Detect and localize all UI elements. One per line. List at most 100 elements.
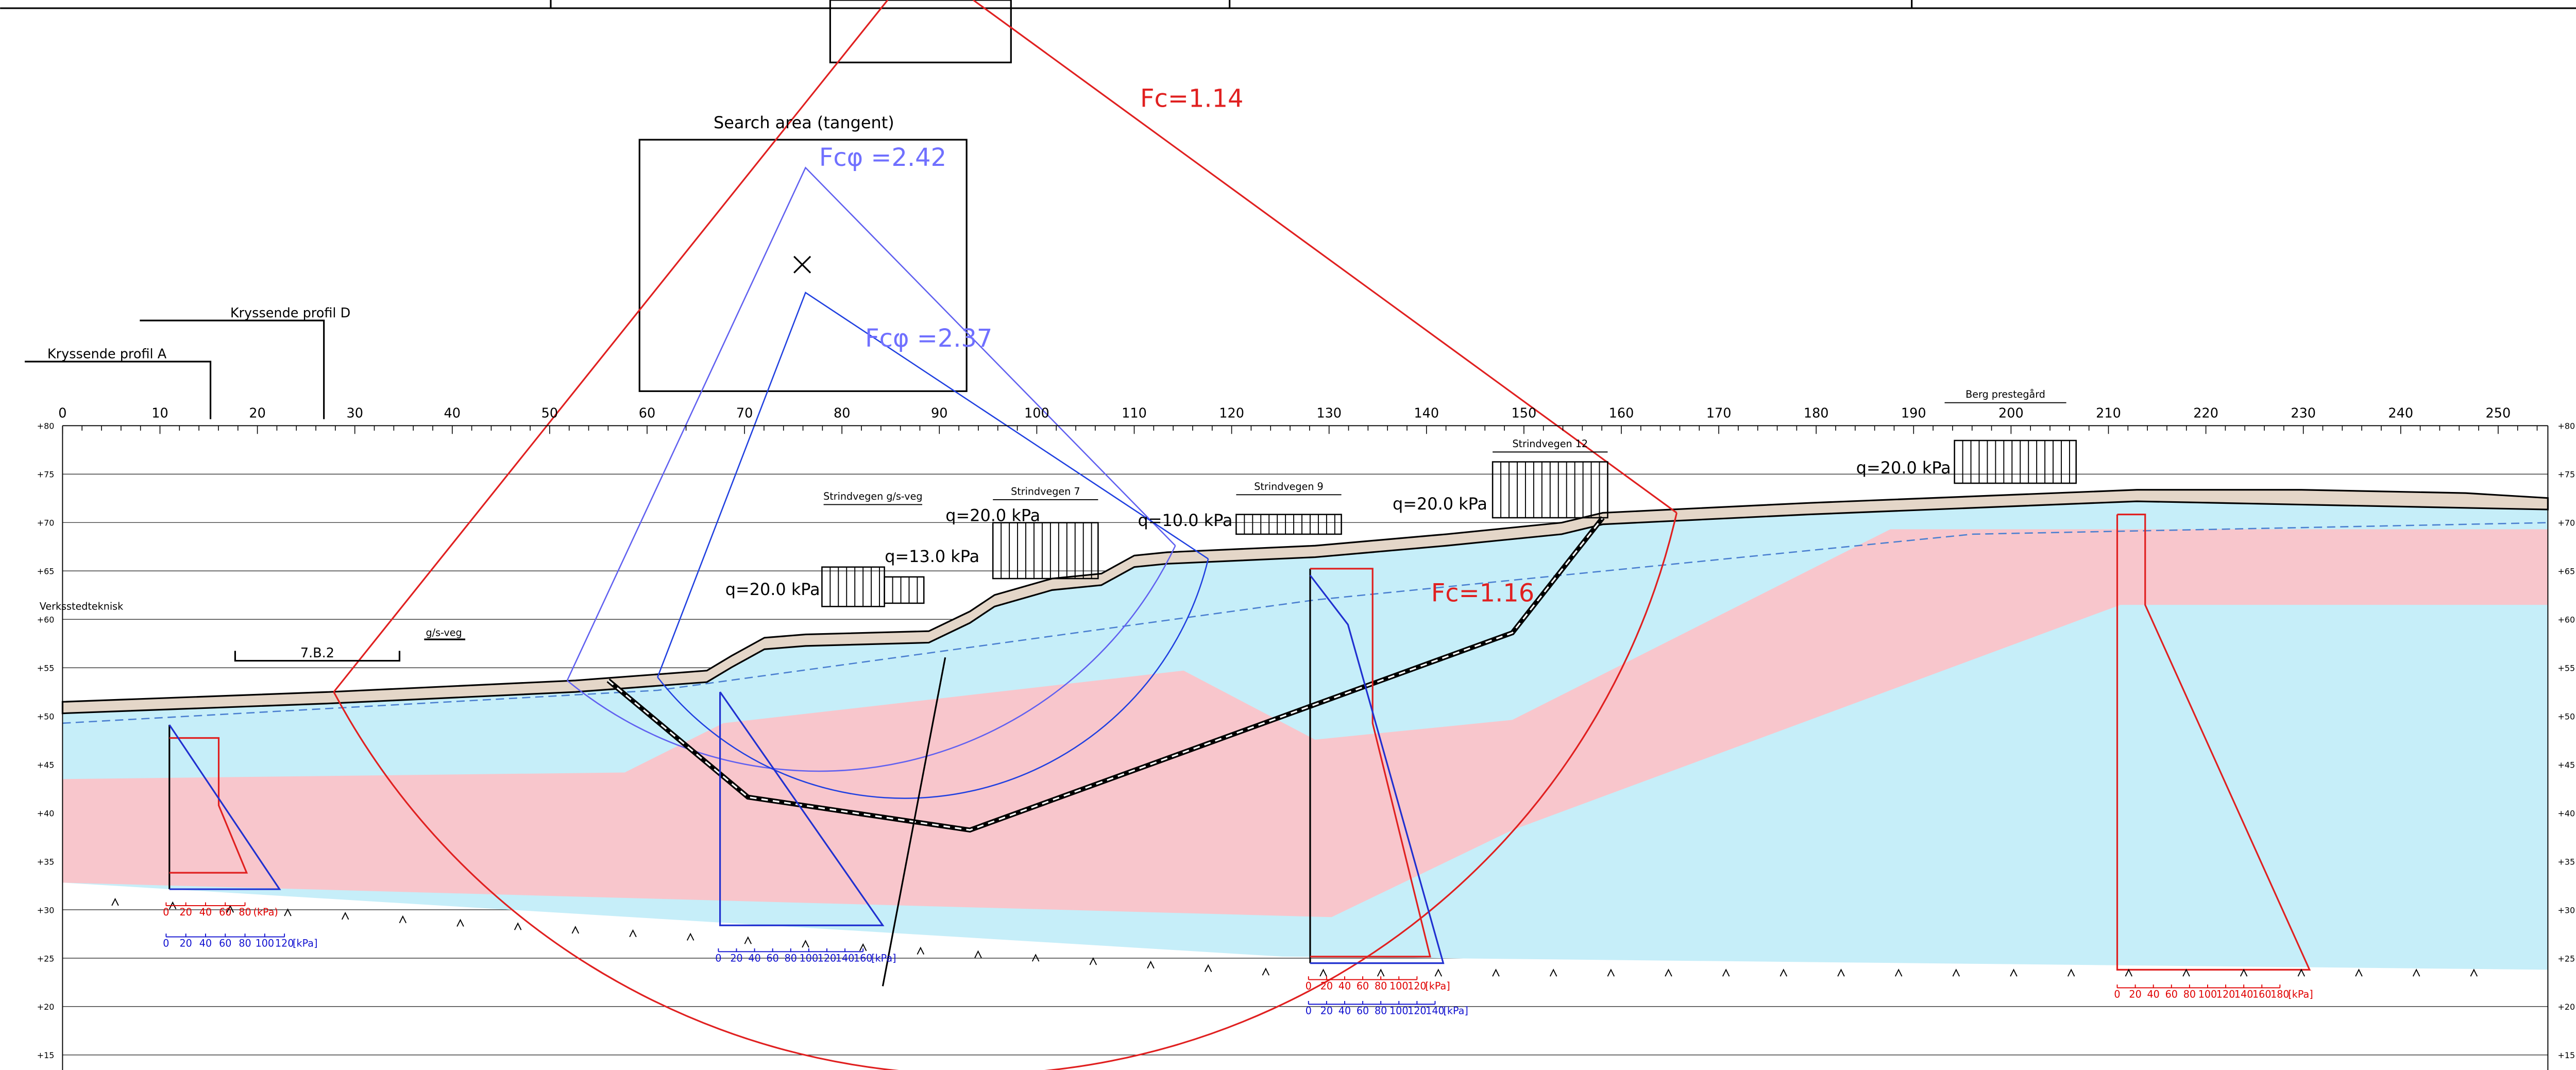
distance-label: 90 [931,405,947,421]
distance-label: 160 [1609,405,1634,421]
scale-label: 60 [1357,1005,1369,1017]
scale-label: 80 [1375,1005,1387,1017]
bedrock-marker [2355,969,2363,977]
scale-label: 60 [767,952,779,964]
scale-label: 140 [836,952,855,964]
slip-radius [566,166,1176,681]
elevation-label: +45 [2558,760,2575,770]
distance-label: 170 [1706,405,1732,421]
elevation-label: +55 [2558,664,2575,673]
scale-label: 0 [1306,1005,1312,1017]
distance-label: 50 [541,405,558,421]
elevation-label: +80 [2558,421,2575,431]
bedrock-marker [974,950,982,958]
scale-label: 20 [180,906,192,918]
distance-label: 110 [1122,405,1147,421]
scale-label: 100 [1389,1005,1409,1017]
scale-label: 120 [818,952,837,964]
scale-label: 40 [2147,989,2160,1000]
distance-label: 120 [1219,405,1244,421]
loads: q=20.0 kPa q=13.0 kPa q=20.0 kPa q=10.0 kPa… [725,388,2077,607]
scale-label: 100 [1389,980,1409,992]
scale-label: 20 [180,938,192,949]
scale-unit: [kPa] [871,952,896,964]
bedrock-marker [1262,967,1270,976]
bedrock-marker [1492,969,1500,977]
scale-label: 120 [2216,989,2235,1000]
load-label: q=13.0 kPa [885,547,979,566]
bedrock-marker [2470,969,2478,977]
bedrock-marker [399,915,407,924]
profile-pointer [140,319,325,419]
scale-label: 40 [1338,980,1351,992]
scale-label: 20 [2129,989,2141,1000]
bedrock-marker [1434,969,1443,977]
distance-label: 200 [1998,405,2024,421]
bedrock-marker [1549,969,1557,977]
scale-label: 80 [2183,989,2196,1000]
bedrock-marker [456,919,464,927]
scale-label: 100 [2198,989,2217,1000]
elevation-label: +55 [37,664,55,673]
bedrock-marker [859,943,867,952]
slip-circle [657,558,1209,799]
scale-label: 40 [1338,1005,1351,1017]
scale-label: 20 [730,952,742,964]
scale-label: 40 [199,938,212,949]
elevation-label: +60 [37,615,55,625]
scale-label: 20 [1320,980,1333,992]
quick-clay-layer [62,529,2548,918]
load-box [1954,439,2077,484]
bedrock-marker [1377,969,1385,977]
scale-label: 20 [1320,1005,1333,1017]
scale-unit: [kPa] [293,938,317,949]
bedrock-marker [1952,969,1960,977]
elevation-label: +65 [37,567,55,576]
scale-label: 40 [748,952,760,964]
distance-label: 180 [1804,405,1829,421]
scale-label: 120 [275,938,294,949]
distance-label: 240 [2388,405,2413,421]
dimension [234,651,401,662]
profile-blue [1309,574,1445,964]
elevation-label: +25 [2558,954,2575,963]
distance-label: 210 [2096,405,2121,421]
bedrock-marker [2010,969,2018,977]
slip-radius [972,0,1677,514]
bedrock-marker [2125,969,2133,977]
distance-label: 0 [58,405,66,421]
slip-circle [567,545,1176,772]
scale-label: 140 [1426,1005,1445,1017]
bedrock-marker [1722,969,1730,977]
safety-factor: Fc=1.14 [1140,84,1243,113]
bedrock-marker [1837,969,1845,977]
bedrock-marker [1894,969,1903,977]
load-box [992,522,1099,580]
profile-red [2116,514,2311,971]
elevation-label: +30 [37,905,55,915]
elevation-label: +35 [2558,857,2575,867]
strength-profiles [168,514,2311,971]
scale-label: 60 [1357,980,1369,992]
bedrock-marker [629,929,637,938]
bedrock-marker [2067,969,2075,977]
distance-label: 130 [1316,405,1342,421]
scale-label: 40 [199,906,212,918]
distance-label: 70 [736,405,753,421]
scale-label: 100 [800,952,819,964]
box [829,0,1012,63]
distance-label: 150 [1512,405,1537,421]
scale-label: 0 [163,938,169,949]
scale-label: 160 [2252,989,2272,1000]
slip-radius [333,0,889,693]
scale-label: 120 [1408,1005,1427,1017]
scale-label: 0 [1306,980,1312,992]
property-label: Strindvegen 9 [1254,481,1323,492]
distance-label: 220 [2193,405,2218,421]
scale-label: 80 [785,952,797,964]
bedrock-marker [1665,969,1672,977]
scale-unit: [kPa] [2288,989,2313,1000]
bedrock-marker [2412,969,2420,977]
load-label: q=20.0 kPa [1856,458,1951,478]
